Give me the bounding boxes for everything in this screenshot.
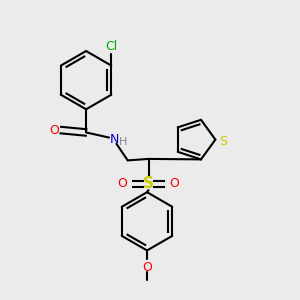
Text: Cl: Cl [105,40,117,53]
Text: O: O [169,177,179,190]
Text: H: H [119,137,128,147]
Text: N: N [110,133,119,146]
Text: O: O [118,177,128,190]
Text: S: S [219,135,227,148]
Text: O: O [142,261,152,274]
Text: S: S [143,176,154,191]
Text: O: O [50,124,59,136]
